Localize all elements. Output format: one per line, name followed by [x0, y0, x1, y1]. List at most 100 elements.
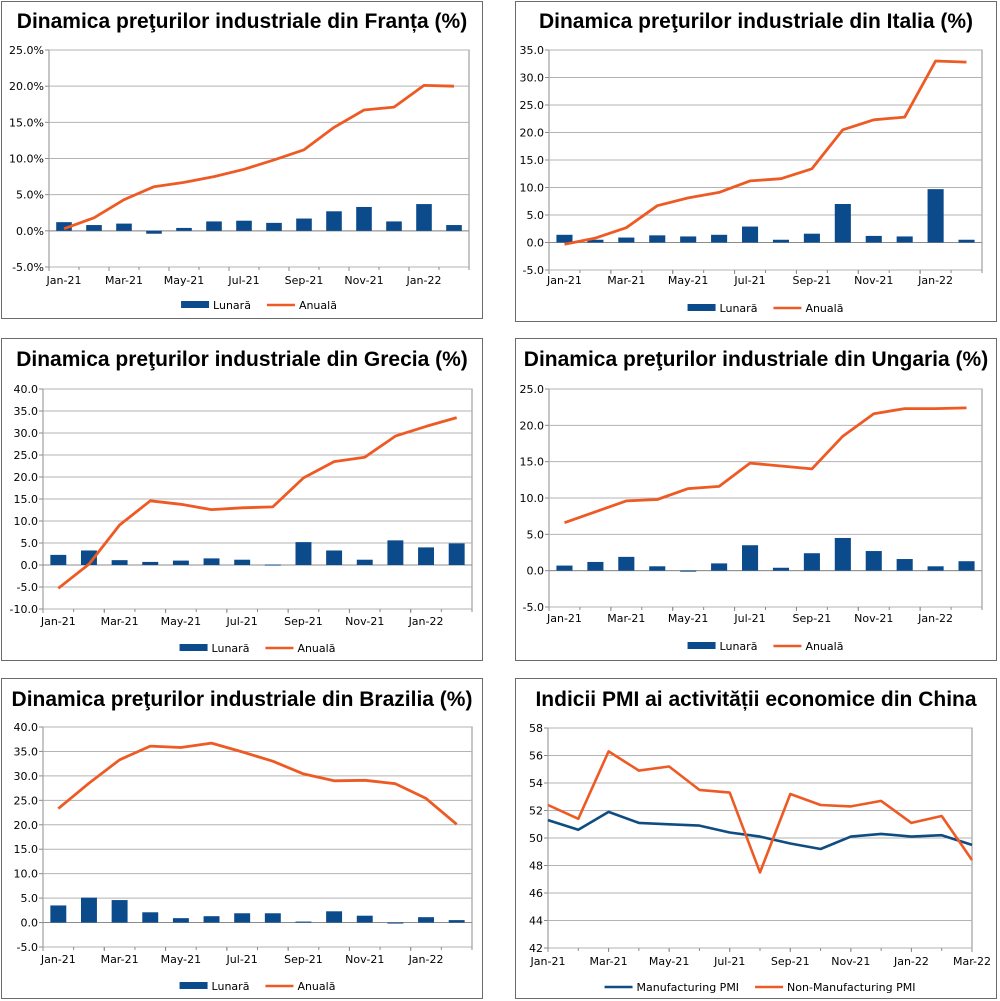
line-series-anuala: [57, 416, 458, 590]
legend-label: Anuală: [297, 642, 335, 655]
x-tick-label: May-21: [668, 612, 709, 625]
plot-area: [42, 726, 473, 948]
bar-lunara: [142, 912, 159, 923]
line-series-manufacturing: [547, 810, 973, 851]
bar-lunara: [264, 564, 281, 566]
y-tick-label: 10.0: [14, 515, 39, 528]
x-tick-label: Nov-21: [854, 612, 893, 625]
bar-lunara: [50, 905, 67, 923]
bar-lunara: [172, 560, 189, 565]
x-tick-label: Sep-21: [793, 274, 832, 287]
y-tick-label: 54: [529, 777, 543, 790]
x-tick-label: May-21: [161, 953, 202, 966]
chart-panel-ungaria: Dinamica preţurilor industriale din Unga…: [515, 338, 997, 661]
bar-lunara: [587, 561, 604, 571]
x-tick-label: Mar-21: [607, 274, 645, 287]
bar-lunara: [618, 556, 635, 571]
x-tick-label: Jul-21: [226, 615, 258, 628]
legend-label: Non-Manufacturing PMI: [787, 981, 915, 994]
legend-label: Lunară: [213, 299, 251, 312]
line-series-anuala: [564, 59, 967, 246]
y-tick-label: 15.0: [14, 843, 39, 856]
y-tick-label: 5.0%: [16, 189, 44, 202]
bar-lunara: [206, 221, 222, 231]
x-tick-label: Jan-22: [408, 615, 444, 628]
chart-grecia: -10.0 -5.0 0.0 5.0 10.0 15.0 20.0 25.0 30.0 35.0 4…: [10, 383, 473, 655]
legend-swatch-bar: [181, 301, 210, 308]
bar-lunara: [172, 918, 189, 923]
y-tick-label: 48: [529, 860, 543, 873]
y-tick-label: 5.0: [527, 209, 545, 222]
bar-lunara: [803, 233, 820, 243]
bar-lunara: [958, 561, 975, 571]
bar-lunara: [556, 234, 573, 243]
chart-title: Dinamica preţurilor industriale din Grec…: [16, 348, 468, 371]
x-tick-label: Jan-21: [40, 953, 76, 966]
bar-lunara: [927, 566, 944, 571]
y-tick-label: 10.0: [520, 182, 545, 195]
bar-lunara: [741, 545, 759, 571]
legend-label: Anuală: [297, 980, 335, 993]
y-tick-label: 20.0%: [9, 80, 44, 93]
bar-lunara: [448, 920, 465, 923]
y-tick-label: 40.0: [14, 721, 39, 734]
y-tick-label: 10.0: [14, 868, 39, 881]
x-tick-label: Jan-22: [408, 953, 444, 966]
y-tick-label: 5.0: [527, 528, 545, 541]
bar-lunara: [203, 558, 220, 565]
y-tick-label: 15.0: [14, 493, 39, 506]
bar-lunara: [111, 900, 128, 923]
bar-lunara: [649, 566, 666, 571]
legend-swatch-bar: [179, 644, 208, 651]
bar-lunara: [865, 235, 882, 243]
legend-swatch-bar: [179, 982, 208, 989]
x-tick-label: Sep-21: [284, 615, 323, 628]
bar-lunara: [834, 204, 851, 243]
x-tick-label: Jan-21: [546, 274, 582, 287]
bar-lunara: [711, 563, 728, 571]
bar-lunara: [416, 204, 432, 231]
bar-lunara: [772, 567, 790, 571]
y-tick-label: 25.0: [520, 383, 545, 396]
bar-lunara: [927, 189, 944, 243]
y-tick-label: 35.0: [14, 745, 39, 758]
y-tick-label: -5.0%: [12, 261, 44, 274]
legend-label: Anuală: [805, 302, 843, 315]
bar-lunara: [587, 239, 604, 243]
bar-lunara: [711, 234, 728, 243]
y-tick-label: 56: [529, 750, 543, 763]
x-tick-label: Sep-21: [285, 274, 324, 287]
bar-lunara: [418, 547, 435, 565]
y-tick-label: -5.0: [17, 581, 38, 594]
x-tick-label: Mar-21: [105, 274, 143, 287]
y-tick-label: 15.0: [520, 456, 545, 469]
x-tick-label: Nov-21: [345, 615, 384, 628]
x-tick-label: Nov-21: [344, 274, 383, 287]
y-tick-label: 20.0: [14, 819, 39, 832]
y-tick-label: 0.0: [527, 237, 545, 250]
x-tick-label: Jul-21: [733, 612, 765, 625]
x-tick-label: Jan-21: [40, 615, 76, 628]
bar-lunara: [741, 226, 759, 243]
x-tick-label: May-21: [161, 615, 202, 628]
bar-lunara: [803, 553, 820, 571]
bar-lunara: [80, 897, 97, 923]
bar-lunara: [387, 922, 404, 924]
x-tick-label: Jul-21: [227, 274, 259, 287]
bar-lunara: [234, 913, 251, 923]
y-tick-label: 0.0: [21, 559, 39, 572]
y-tick-label: 46: [529, 887, 543, 900]
chart-italia: -5.0 0.0 5.0 10.0 15.0 20.0 25.0 30.0 35.0 Jan-21…: [520, 44, 983, 315]
y-tick-label: 10.0%: [9, 153, 44, 166]
bar-lunara: [142, 561, 159, 565]
x-tick-label: Mar-21: [101, 953, 139, 966]
bar-lunara: [295, 921, 312, 923]
bar-lunara: [56, 222, 72, 231]
bar-lunara: [418, 917, 435, 923]
legend-label: Lunară: [720, 302, 758, 315]
chart-panel-franta: Dinamica preţurilor industriale din Fran…: [1, 1, 483, 319]
x-tick-label: May-21: [164, 274, 205, 287]
chart-panel-china-pmi: Indicii PMI ai activității economice din…: [515, 678, 997, 999]
legend-label: Anuală: [299, 299, 337, 312]
y-tick-label: 25.0: [14, 794, 39, 807]
